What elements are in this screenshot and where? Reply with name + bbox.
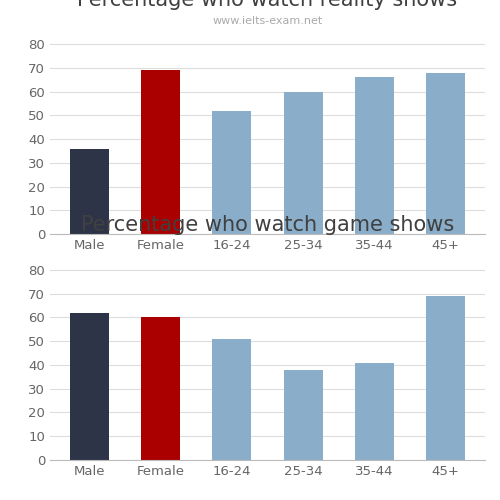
Bar (426, 72, 465, 234)
Bar (284, 92, 323, 234)
Bar (355, 362, 394, 460)
Bar (141, 318, 180, 460)
Bar (426, 296, 465, 460)
Text: www.ielts-exam.net: www.ielts-exam.net (212, 16, 322, 26)
Bar (70, 148, 109, 234)
Bar (212, 110, 252, 234)
Bar (284, 370, 323, 460)
Bar (212, 339, 252, 460)
Title: Percentage who watch game shows: Percentage who watch game shows (81, 216, 454, 236)
Bar (141, 70, 180, 234)
Title: Percentage who watch reality shows: Percentage who watch reality shows (78, 0, 458, 10)
Bar (70, 312, 109, 460)
Bar (355, 78, 394, 234)
